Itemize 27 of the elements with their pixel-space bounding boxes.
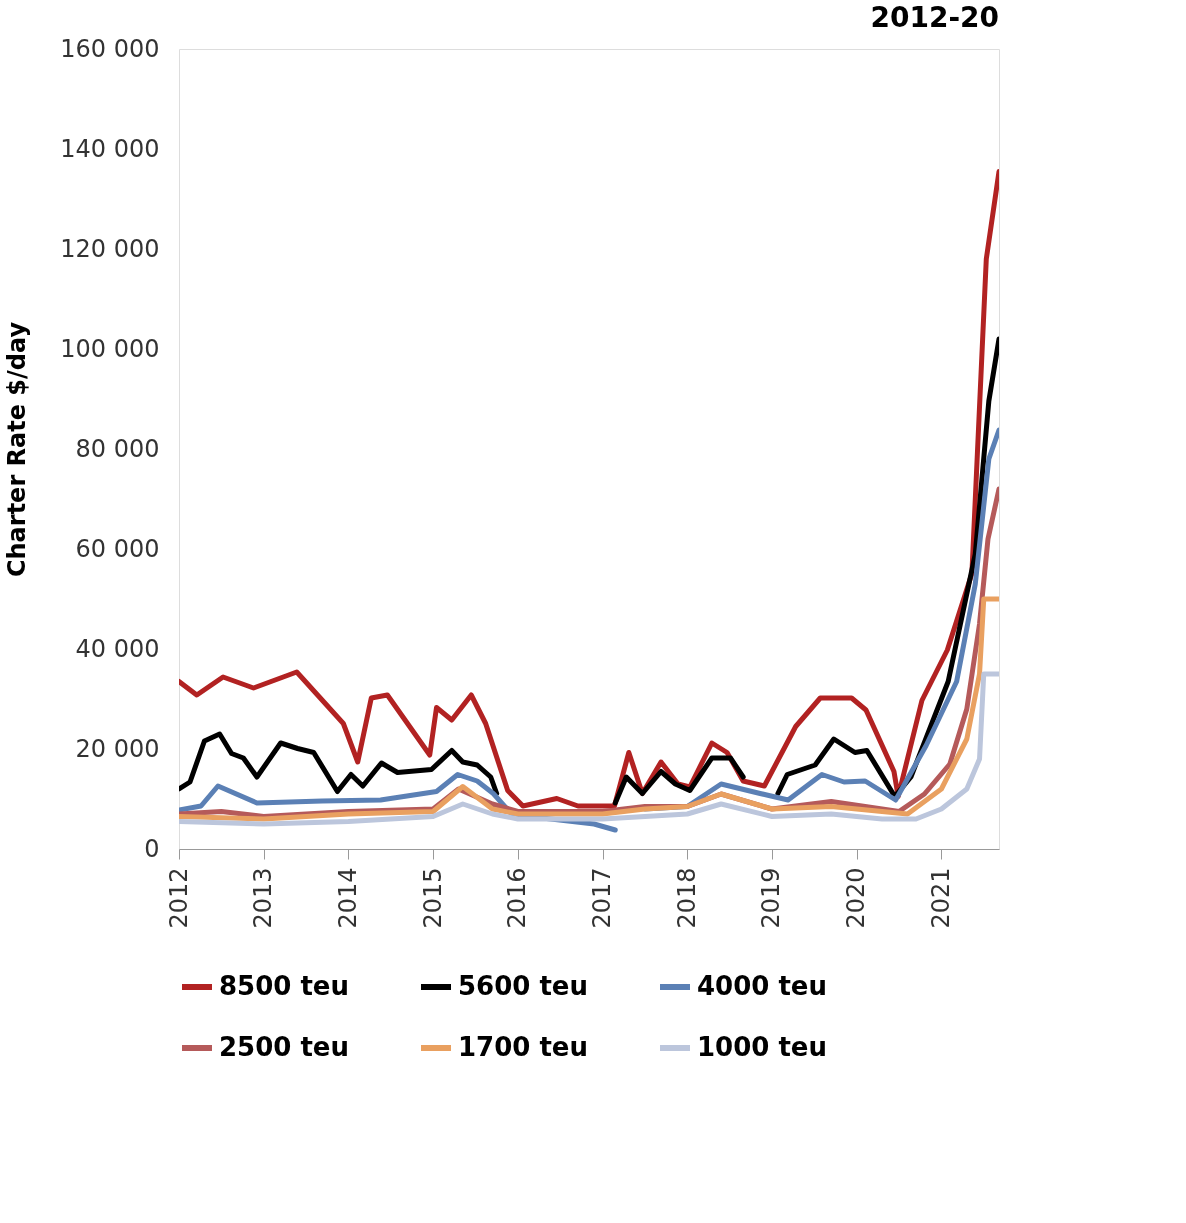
x-tick-label: 2012 [164,867,193,929]
legend-label: 2500 teu [219,1032,349,1062]
y-axis-title: Charter Rate $/day [3,321,32,578]
x-tick-label: 2019 [757,867,786,929]
x-tick-label: 2020 [842,867,871,929]
legend-label: 4000 teu [697,971,827,1001]
x-tick-label: 2015 [418,867,447,929]
chart-title: 2012-20 [870,1,999,34]
y-tick-label: 80 000 [75,434,160,463]
y-tick-label: 20 000 [75,734,160,763]
y-tick-label: 100 000 [60,334,160,363]
x-tick-label: 2018 [672,867,701,929]
legend-label: 1000 teu [697,1032,827,1062]
legend-label: 1700 teu [458,1032,588,1062]
y-tick-label: 120 000 [60,234,160,263]
x-tick-label: 2016 [503,867,532,929]
y-tick-label: 60 000 [75,534,160,563]
legend-label: 8500 teu [219,971,349,1001]
x-tick-label: 2021 [926,867,955,929]
x-tick-label: 2014 [333,867,362,929]
x-tick-label: 2017 [588,867,617,929]
x-tick-label: 2013 [249,867,278,929]
y-tick-label: 140 000 [60,134,160,163]
y-tick-label: 40 000 [75,634,160,663]
y-tick-label: 160 000 [60,34,160,63]
y-tick-label: 0 [144,834,160,863]
legend-label: 5600 teu [458,971,588,1001]
